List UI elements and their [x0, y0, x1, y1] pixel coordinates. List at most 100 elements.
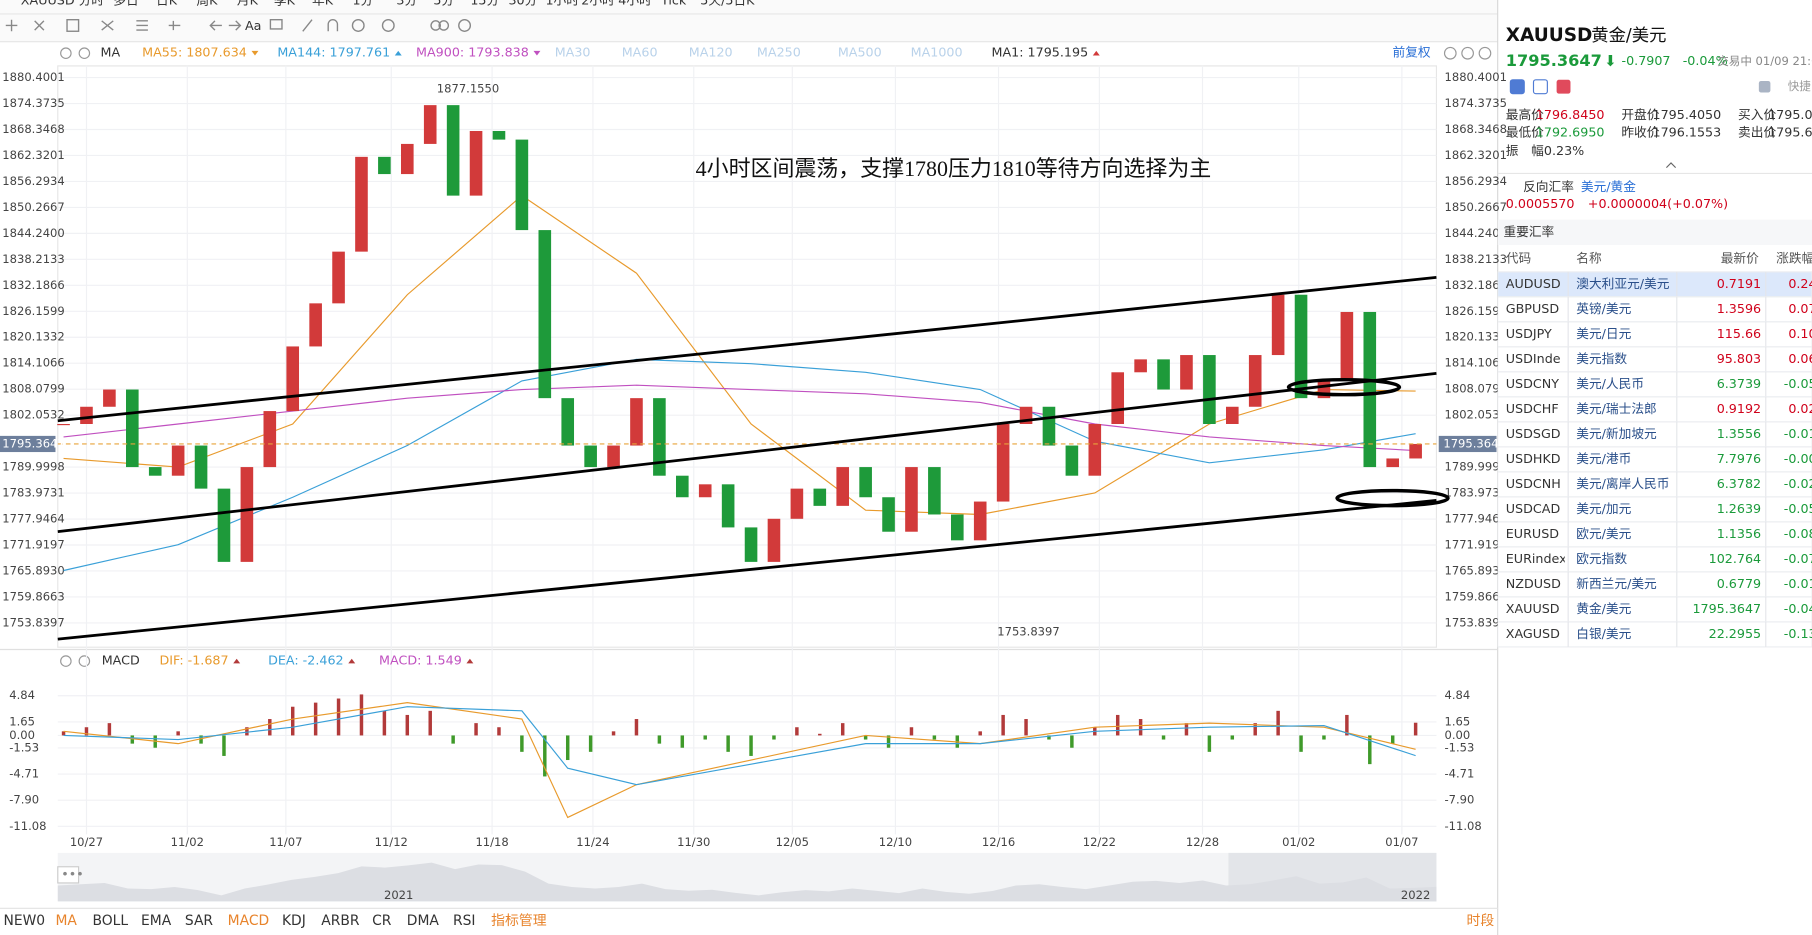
toolbar-item[interactable]: Tick [660, 0, 687, 8]
macd-bar [1276, 710, 1280, 736]
row-code: USDInde [1506, 351, 1561, 366]
toolbar-item[interactable]: 3分 [396, 0, 417, 8]
toolbar-item[interactable]: 多日 [113, 0, 138, 8]
y-tick-label: 1826.1599 [2, 304, 64, 318]
toolbar-item[interactable]: 5天/5日K [700, 0, 755, 8]
indicator-tab[interactable]: SAR [185, 913, 214, 929]
period-button[interactable]: 时段 [1466, 913, 1494, 929]
table-row[interactable] [1497, 296, 1812, 323]
price-arrow: ⬇ [1604, 52, 1617, 70]
x-tick-label: 11/02 [171, 835, 204, 849]
stat-label: 卖出价 [1738, 124, 1776, 139]
y-tick-label: 1789.9998 [2, 460, 64, 474]
indicator-tab[interactable]: KDJ [282, 913, 306, 929]
candle [859, 467, 872, 498]
candle [57, 423, 70, 426]
macd-bar [657, 735, 662, 744]
candle [675, 475, 689, 498]
panel-icon[interactable] [1758, 80, 1771, 93]
row-price: 0.6779 [1717, 576, 1761, 591]
reverse-pair: 美元/黄金 [1581, 179, 1636, 194]
stat-value: 1792.6950 [1536, 124, 1605, 139]
candle [744, 527, 758, 562]
indicator-tab[interactable]: BOLL [92, 913, 128, 929]
navigator-button[interactable] [57, 866, 80, 884]
y-tick-label-right: 1.65 [1445, 714, 1471, 728]
panel-icon[interactable] [1509, 79, 1525, 95]
toolbar-item[interactable]: 年K [312, 0, 334, 8]
indicator-tab[interactable]: RSI [453, 913, 476, 929]
legend-entry: DIF: -1.687 [159, 653, 228, 668]
row-price: 6.3739 [1717, 376, 1761, 391]
pane-icons[interactable] [60, 46, 1492, 667]
legend-entry-inactive: MA30 [555, 45, 591, 60]
candle [1134, 359, 1147, 373]
section-bg [1497, 219, 1812, 246]
candle [721, 484, 735, 528]
x-tick-label: 11/07 [269, 835, 302, 849]
navigator-year: 2021 [384, 888, 413, 902]
row-name: 白银/美元 [1576, 626, 1631, 641]
indicator-tab[interactable]: EMA [141, 913, 172, 929]
section-title: 重要汇率 [1503, 224, 1554, 239]
toolbar-item[interactable]: 季K [274, 0, 296, 8]
toolbar-item[interactable]: 30分 [508, 0, 537, 8]
macd-bar [1001, 714, 1005, 736]
table-row[interactable] [1497, 571, 1812, 598]
text-tool[interactable]: Aa [245, 18, 261, 33]
candle [332, 251, 345, 304]
table-row[interactable] [1497, 546, 1812, 573]
indicator-tab[interactable]: NEW0 [3, 913, 45, 929]
navigator-year: 2022 [1401, 888, 1430, 902]
toolbar-item[interactable]: 1小时 [545, 0, 579, 8]
collapse-arrow[interactable] [1665, 162, 1677, 169]
macd-bar [268, 719, 272, 736]
stat-value: 1796.1553 [1653, 124, 1722, 139]
macd-bar [497, 727, 501, 736]
macd-line [63, 702, 1416, 819]
toolbar-item[interactable]: 分时 [79, 0, 105, 8]
toolbar-item[interactable]: 2小时 [581, 0, 615, 8]
toolbar-item[interactable]: 15分 [470, 0, 499, 8]
y-tick-label-right: 1753.8397 [1445, 615, 1507, 629]
indicator-tab[interactable]: ARBR [321, 913, 360, 929]
toolbar-item[interactable]: 1分 [352, 0, 373, 8]
row-price: 1.2639 [1717, 501, 1761, 516]
adjust-button[interactable]: 前复权 [1393, 45, 1431, 60]
toolbar-item[interactable]: 4小时 [618, 0, 652, 8]
table-row[interactable] [1497, 621, 1812, 648]
macd-bar [795, 727, 799, 736]
macd-line [63, 706, 1416, 786]
macd-bar [382, 710, 387, 736]
indicator-tab[interactable]: DMA [407, 913, 440, 929]
indicator-tab[interactable]: 指标管理 [491, 913, 547, 929]
toolbar-item[interactable]: 月K [237, 0, 259, 8]
ma-line [63, 384, 1416, 452]
indicator-tab[interactable]: MACD [228, 913, 270, 929]
quick-button[interactable]: 快捷 [1788, 79, 1812, 93]
row-name: 美元/日元 [1576, 326, 1631, 341]
toolbar-bg [0, 0, 1498, 42]
candle [996, 423, 1010, 502]
candle [286, 346, 300, 412]
y-tick-label-right: 1771.9197 [1445, 537, 1507, 551]
indicator-tab[interactable]: CR [372, 913, 392, 929]
table-row[interactable] [1497, 321, 1812, 348]
indicator-tab[interactable]: MA [55, 913, 77, 929]
toolbar-item[interactable]: 5分 [433, 0, 454, 8]
macd-bar [428, 710, 432, 736]
toolbar-item[interactable]: 日K [156, 0, 178, 8]
table-row[interactable] [1497, 596, 1812, 623]
row-code: USDCNH [1506, 476, 1561, 491]
y-tick-label: 1802.0532 [2, 408, 64, 422]
stat-value: 1795.0 [1768, 107, 1812, 122]
toolbar-item[interactable]: XAUUSD [21, 0, 75, 8]
row-code: USDCAD [1506, 501, 1561, 516]
drawing-tools[interactable] [5, 19, 472, 32]
table-row[interactable] [1497, 371, 1812, 398]
macd-bar [520, 735, 524, 752]
column-header: 代码 [1506, 250, 1531, 265]
panel-icon[interactable] [1556, 79, 1571, 94]
panel-icon[interactable] [1532, 79, 1548, 95]
toolbar-item[interactable]: 周K [196, 0, 218, 8]
